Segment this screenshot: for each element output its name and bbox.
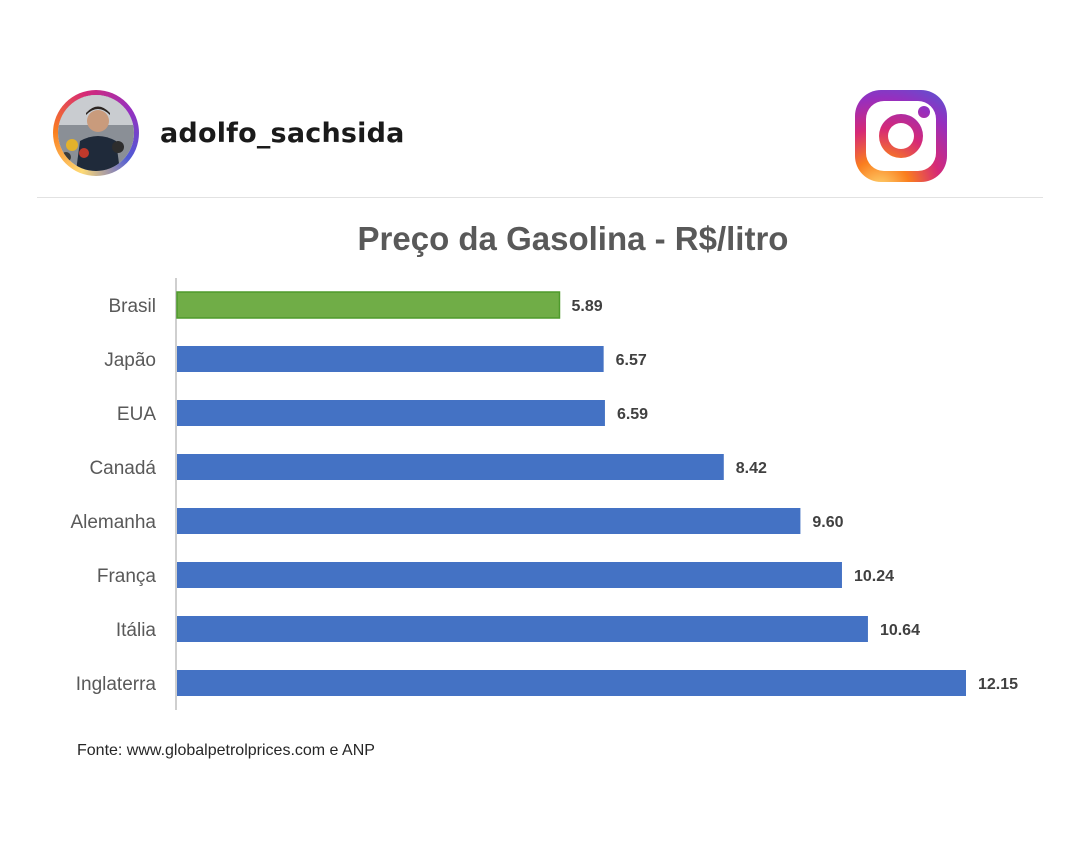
username[interactable]: adolfo_sachsida	[160, 118, 405, 149]
category-label: Japão	[104, 350, 156, 371]
value-label: 5.89	[571, 298, 602, 315]
avatar-story-ring[interactable]	[53, 90, 139, 176]
source-note: Fonte: www.globalpetrolprices.com e ANP	[77, 742, 375, 759]
bar-7	[177, 670, 966, 696]
category-label: Canadá	[89, 458, 156, 479]
value-label: 9.60	[812, 514, 843, 531]
value-label: 8.42	[736, 460, 767, 477]
value-label: 10.24	[854, 568, 894, 585]
header-divider	[37, 197, 1043, 198]
bar-0	[176, 291, 561, 319]
bar-6	[177, 616, 868, 642]
bar-2	[177, 400, 605, 426]
category-label: Brasil	[108, 296, 156, 317]
instagram-icon[interactable]	[852, 87, 950, 185]
value-label: 12.15	[978, 676, 1018, 693]
value-label: 6.57	[616, 352, 647, 369]
value-label: 10.64	[880, 622, 920, 639]
bar-5	[177, 562, 842, 588]
bar-1	[177, 346, 604, 372]
post-header: adolfo_sachsida	[0, 0, 1080, 198]
value-label: 6.59	[617, 406, 648, 423]
chart-title: Preço da Gasolina - R$/litro	[357, 220, 789, 257]
category-label: Itália	[116, 620, 157, 641]
bar-4	[177, 508, 801, 534]
bar-3	[177, 454, 724, 480]
category-label: Alemanha	[70, 512, 156, 533]
category-label: Inglaterra	[76, 674, 157, 695]
category-label: EUA	[117, 404, 156, 425]
bars-group: Brasil 5.89 Japão 6.57 EUA 6.59 Canadá 8.42 Alem…	[70, 291, 1018, 696]
category-label: França	[97, 566, 157, 587]
